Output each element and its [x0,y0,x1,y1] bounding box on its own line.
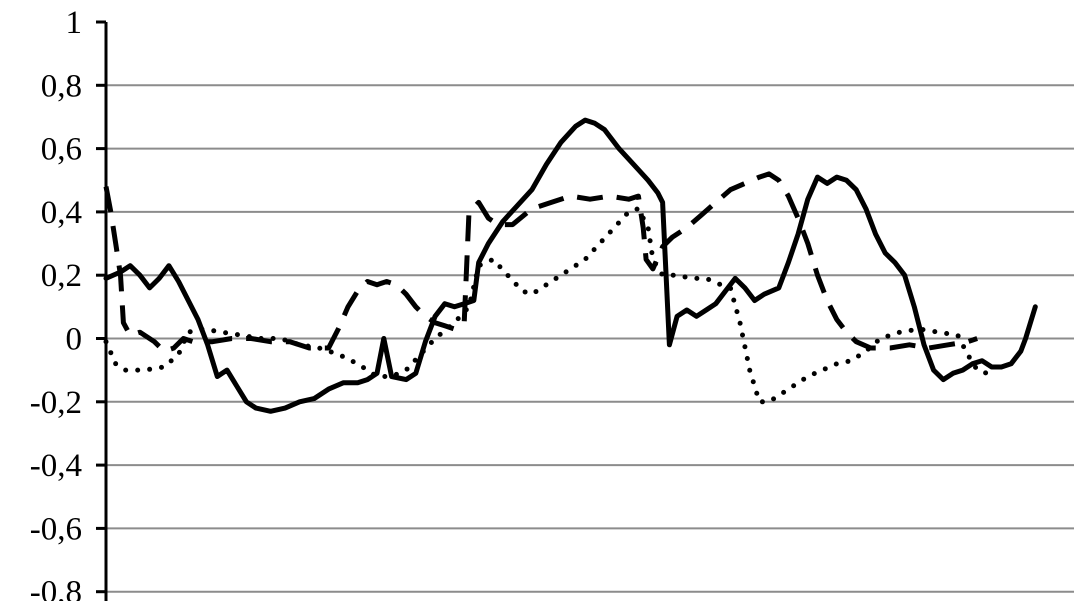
y-tick-label: 0,4 [41,195,82,231]
y-tick-label: -0,8 [30,575,82,601]
y-tick-label: 0 [66,322,83,358]
series-line-dotted [103,206,990,405]
series-line-dashed [103,171,978,354]
y-axis: 1 0,8 0,6 0,4 0,2 0 -0,2 -0,4 -0,6 -0,8 [30,5,108,601]
y-tick-label: -0,2 [30,385,82,421]
y-tick-label: 0,6 [41,132,82,168]
y-tick-label: 0,8 [41,68,82,104]
series-lines [103,117,1038,414]
y-tick-label: 1 [66,5,83,41]
gridlines [106,84,1074,593]
y-tick-label: -0,6 [30,511,82,547]
y-tick-label: 0,2 [41,258,82,294]
y-tick-label: -0,4 [30,448,82,484]
series-line-solid [103,117,1038,414]
